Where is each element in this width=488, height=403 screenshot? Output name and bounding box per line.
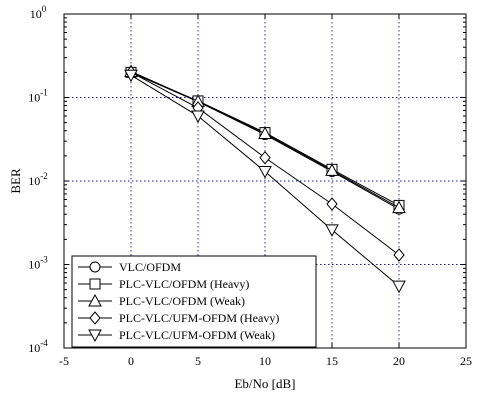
series-5	[124, 69, 406, 294]
x-tick-label: -5	[59, 354, 69, 368]
legend-entry: PLC-VLC/UFM-OFDM (Heavy)	[78, 311, 279, 325]
data-point-triangle-down	[124, 69, 138, 83]
legend-entry: PLC-VLC/OFDM (Heavy)	[78, 277, 249, 291]
legend-label: PLC-VLC/OFDM (Weak)	[119, 294, 245, 308]
data-point-diamond	[89, 311, 101, 325]
y-tick-exponent: -1	[40, 88, 48, 98]
legend-label: PLC-VLC/UFM-OFDM (Weak)	[119, 328, 275, 342]
y-tick-label: 100	[30, 4, 47, 21]
x-axis-label: Eb/No [dB]	[234, 376, 295, 391]
y-tick-base: 10	[28, 174, 40, 188]
x-tick-label: 5	[195, 354, 201, 368]
y-tick-label: 10-4	[28, 338, 48, 355]
series-1	[125, 66, 405, 215]
data-point-circle	[89, 261, 101, 273]
series-layer	[124, 64, 406, 294]
data-point-diamond	[393, 248, 405, 262]
series-4	[125, 65, 405, 262]
x-tick-label: 15	[326, 354, 338, 368]
y-axis-label: BER	[8, 168, 23, 194]
data-point-diamond	[259, 150, 271, 165]
x-tick-label: 20	[393, 354, 405, 368]
x-tick-label: 10	[259, 354, 271, 368]
legend: VLC/OFDM PLC-VLC/OFDM (Heavy) PLC-VLC/OFDM…	[71, 255, 317, 348]
data-point-triangle-up	[258, 126, 272, 140]
x-tick-label: 25	[460, 354, 472, 368]
data-point-triangle-down	[191, 110, 205, 124]
data-point-triangle-down	[88, 329, 102, 343]
data-point-diamond	[326, 197, 338, 211]
y-tick-base: 10	[28, 341, 40, 355]
legend-entry: PLC-VLC/UFM-OFDM (Weak)	[78, 328, 275, 343]
legend-box	[71, 255, 317, 348]
x-tick-label: 0	[128, 354, 134, 368]
y-tick-exponent: 0	[42, 4, 47, 14]
data-point-triangle-up	[325, 163, 339, 176]
y-tick-exponent: -4	[40, 338, 48, 348]
data-point-triangle-down	[325, 224, 339, 237]
y-tick-base: 10	[30, 7, 42, 21]
data-point-triangle-up	[88, 293, 102, 307]
legend-label: PLC-VLC/OFDM (Heavy)	[119, 277, 249, 291]
legend-label: PLC-VLC/UFM-OFDM (Heavy)	[119, 311, 279, 325]
y-tick-exponent: -3	[40, 255, 48, 265]
y-tick-base: 10	[28, 258, 40, 272]
data-point-triangle-down	[258, 165, 272, 179]
legend-label: VLC/OFDM	[119, 260, 181, 274]
y-tick-label: 10-1	[28, 88, 48, 105]
legend-entry: VLC/OFDM	[78, 260, 181, 274]
data-point-triangle-down	[392, 280, 406, 294]
y-tick-label: 10-2	[28, 171, 48, 188]
data-point-square	[89, 278, 101, 290]
legend-entry: PLC-VLC/OFDM (Weak)	[78, 293, 245, 308]
y-tick-label: 10-3	[28, 255, 48, 272]
data-point-triangle-up	[392, 200, 406, 214]
series-line	[130, 71, 400, 210]
y-tick-exponent: -2	[40, 171, 48, 181]
y-tick-base: 10	[28, 91, 40, 105]
